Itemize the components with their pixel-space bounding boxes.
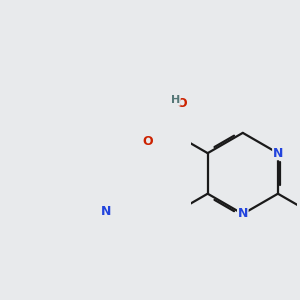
Text: O: O (177, 97, 187, 110)
Text: H: H (171, 95, 180, 105)
Text: N: N (273, 147, 283, 160)
Text: N: N (238, 208, 248, 220)
Text: N: N (100, 206, 111, 218)
Text: O: O (142, 136, 153, 148)
